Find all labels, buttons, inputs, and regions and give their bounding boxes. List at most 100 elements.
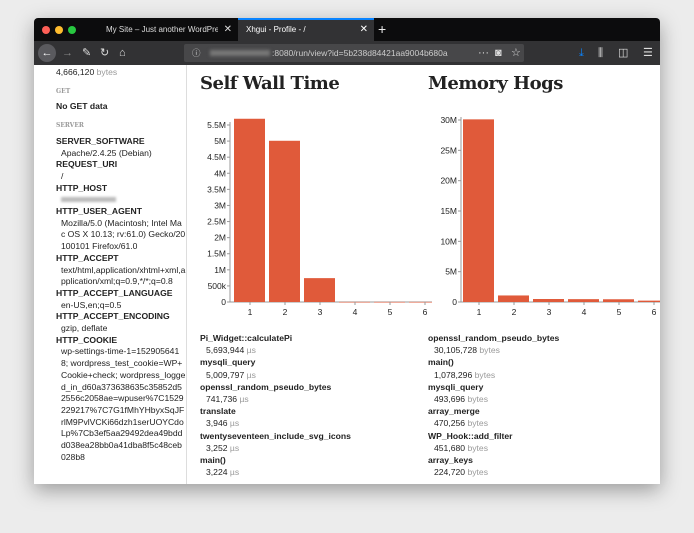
wrench-icon[interactable]: ✎ <box>82 47 92 59</box>
x-tick-label: 1 <box>248 307 253 317</box>
x-tick-label: 6 <box>652 307 657 317</box>
function-name[interactable]: WP_Hook::add_filter <box>428 430 513 441</box>
y-tick-label: 5M <box>214 136 226 146</box>
minimize-window-button[interactable] <box>55 26 63 34</box>
bar <box>638 300 660 302</box>
home-icon[interactable]: ⌂ <box>119 47 126 59</box>
unit: bytes <box>467 467 489 478</box>
value: 741,736 <box>206 394 238 405</box>
y-tick-label: 5.5M <box>207 120 226 130</box>
function-name[interactable]: Pi_Widget::calculatePi <box>200 333 293 343</box>
y-tick-label: 4M <box>214 168 226 178</box>
y-tick-label: 15M <box>440 206 457 216</box>
tab-my-site[interactable]: My Site – Just another WordPress s ✕ <box>98 18 238 41</box>
function-value: 224,720 bytes <box>428 466 648 478</box>
server-var-key: HTTP_ACCEPT <box>56 252 119 263</box>
server-var-key: HTTP_HOST <box>56 182 108 193</box>
forward-icon[interactable]: → <box>62 47 73 59</box>
tab-bar: My Site – Just another WordPress s ✕ Xhgu… <box>34 18 660 41</box>
function-name[interactable]: array_keys <box>428 455 473 466</box>
maximize-window-button[interactable] <box>68 26 76 34</box>
y-tick-label: 0 <box>221 297 226 307</box>
function-name[interactable]: translate <box>200 406 236 417</box>
bar <box>533 299 564 302</box>
function-value: 30,105,728 bytes <box>428 344 648 356</box>
function-name[interactable]: mysqli_query <box>200 357 256 368</box>
browser-window: My Site – Just another WordPress s ✕ Xhgu… <box>34 18 660 484</box>
back-icon[interactable]: ← <box>38 44 56 62</box>
server-var-key: HTTP_ACCEPT_LANGUAGE <box>56 287 173 298</box>
server-var-key: HTTP_ACCEPT_ENCODING <box>56 311 170 322</box>
value: 1,078,296 <box>434 369 473 380</box>
value: 451,680 <box>434 442 466 453</box>
download-icon[interactable]: ⤓ <box>579 47 584 59</box>
function-name[interactable]: mysqli_query <box>428 381 484 392</box>
x-tick-label: 6 <box>423 307 428 317</box>
library-icon[interactable]: ⫼ <box>598 47 604 59</box>
y-tick-label: 20M <box>440 176 457 186</box>
unit: bytes <box>474 369 496 380</box>
function-value: 741,736 µs <box>200 393 420 405</box>
unit: µs <box>229 418 240 429</box>
more-icon[interactable]: ··· <box>478 47 489 59</box>
unit: µs <box>229 442 240 453</box>
close-window-button[interactable] <box>42 26 50 34</box>
x-tick-label: 3 <box>547 307 552 317</box>
memory-total: 4,666,120 bytes <box>56 67 186 79</box>
x-tick-label: 4 <box>353 307 358 317</box>
request-sidebar: 4,666,120 bytes GET No GET data SERVER S… <box>34 65 187 484</box>
memory-value: 4,666,120 <box>56 67 95 77</box>
function-name[interactable]: twentyseventeen_include_svg_icons <box>200 430 351 441</box>
sidebar-icon[interactable]: ◫ <box>618 47 629 59</box>
bar <box>498 295 529 302</box>
function-name[interactable]: openssl_random_pseudo_bytes <box>200 381 332 392</box>
value: 5,693,944 <box>206 345 245 356</box>
value: 30,105,728 <box>434 345 478 356</box>
y-tick-label: 2M <box>214 233 226 243</box>
reload-icon[interactable]: ↻ <box>100 47 110 59</box>
close-tab-icon[interactable]: ✕ <box>359 24 368 35</box>
function-name[interactable]: openssl_random_pseudo_bytes <box>428 333 560 343</box>
unit: bytes <box>467 418 489 429</box>
server-var-value: wp-settings-time-1=1529056418; wordpress… <box>61 346 186 462</box>
bookmark-star-icon[interactable]: ☆ <box>511 47 521 59</box>
server-var-value: en-US,en;q=0.5 <box>61 299 122 310</box>
function-name[interactable]: main() <box>200 455 226 466</box>
server-var-value: Mozilla/5.0 (Macintosh; Intel Mac OS X 1… <box>61 217 186 252</box>
x-tick-label: 3 <box>318 307 323 317</box>
value: 5,009,797 <box>206 369 245 380</box>
function-name[interactable]: array_merge <box>428 406 480 417</box>
server-var-value: / <box>61 170 64 181</box>
y-tick-label: 25M <box>440 145 457 155</box>
bar <box>269 140 300 302</box>
server-var-value <box>56 194 186 206</box>
memory-list: openssl_random_pseudo_bytes 30,105,728 by… <box>428 332 648 478</box>
server-vars: SERVER_SOFTWARE Apache/2.4.25 (Debian) REQ… <box>56 136 186 464</box>
function-value: 5,693,944 µs <box>200 344 420 356</box>
y-tick-label: 500k <box>208 281 227 291</box>
tab-xhgui-profile[interactable]: Xhgui - Profile - / ✕ <box>238 18 374 41</box>
menu-icon[interactable]: ☰ <box>643 47 653 59</box>
function-name[interactable]: main() <box>428 357 454 368</box>
url-bar[interactable]: ⓘ:8080/run/view?id=5b238d84421aa9004b680… <box>184 44 524 62</box>
memory-chart: 0 5M 10M 15M 20M 25M 30M 1 2 3 4 5 6 <box>440 115 660 317</box>
memory-hogs-title: Memory Hogs <box>428 73 563 94</box>
pocket-icon[interactable]: ◙ <box>495 47 502 59</box>
close-tab-icon[interactable]: ✕ <box>223 24 232 35</box>
get-heading: GET <box>56 87 71 95</box>
y-tick-label: 3.5M <box>207 184 226 194</box>
unit: bytes <box>479 345 500 356</box>
bar <box>304 278 335 302</box>
unit: bytes <box>467 394 489 405</box>
unit: µs <box>246 345 256 356</box>
new-tab-icon[interactable]: + <box>378 21 387 37</box>
y-tick-label: 30M <box>440 115 457 125</box>
unit: µs <box>239 394 249 405</box>
url-text: :8080/run/view?id=5b238d84421aa9004b680a <box>272 48 448 58</box>
function-value: 493,696 bytes <box>428 393 648 405</box>
x-tick-label: 2 <box>283 307 288 317</box>
function-value: 451,680 bytes <box>428 442 648 454</box>
value: 493,696 <box>434 394 466 405</box>
server-var-value: Apache/2.4.25 (Debian) <box>61 147 152 158</box>
server-var-key: REQUEST_URI <box>56 159 118 170</box>
